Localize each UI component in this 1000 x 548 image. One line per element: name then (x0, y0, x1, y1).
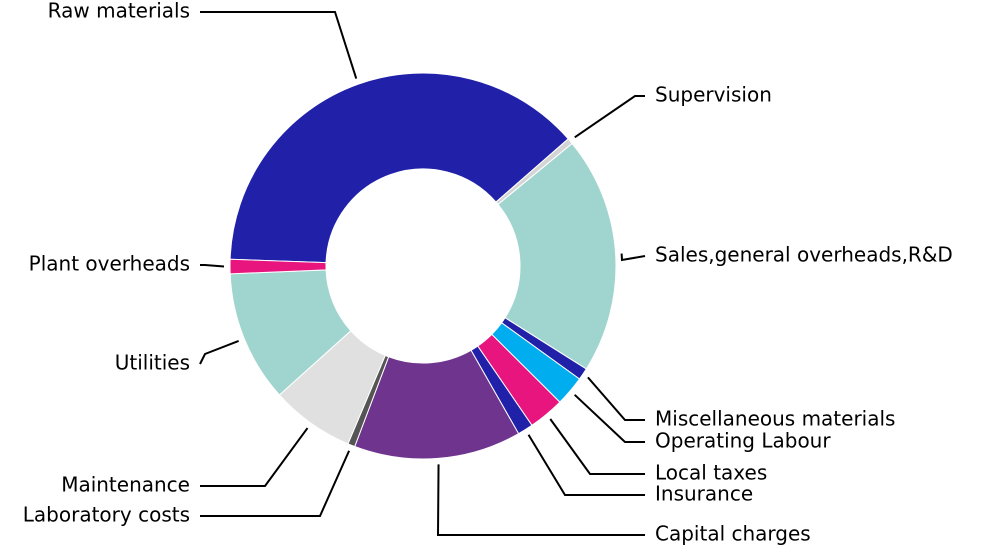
segment-label: Plant overheads (29, 252, 190, 276)
leader-line (573, 394, 645, 443)
leader-line (587, 376, 645, 421)
donut-segment (229, 72, 569, 264)
leader-line (620, 253, 646, 262)
leader-line (200, 427, 309, 487)
segment-label: Insurance (655, 482, 753, 506)
leader-line (436, 464, 645, 536)
leader-line (527, 434, 645, 496)
segment-label: Operating Labour (655, 429, 831, 453)
donut-segment (229, 258, 327, 275)
leader-line (200, 450, 351, 517)
leader-line (549, 418, 645, 475)
segment-label: Capital charges (655, 522, 811, 546)
donut-segment (497, 142, 617, 370)
leader-line (200, 264, 225, 268)
segment-label: Utilities (115, 351, 190, 375)
segment-label: Sales,general overheads,R&D (655, 243, 953, 267)
segment-label: Supervision (655, 83, 772, 107)
segment-label: Raw materials (48, 0, 190, 23)
segment-label: Miscellaneous materials (655, 407, 895, 431)
leader-line (200, 11, 358, 79)
leader-line (199, 340, 240, 365)
segment-label: Maintenance (61, 473, 190, 497)
segment-label: Laboratory costs (23, 503, 190, 527)
leader-line (574, 95, 645, 139)
segment-label: Local taxes (655, 461, 767, 485)
